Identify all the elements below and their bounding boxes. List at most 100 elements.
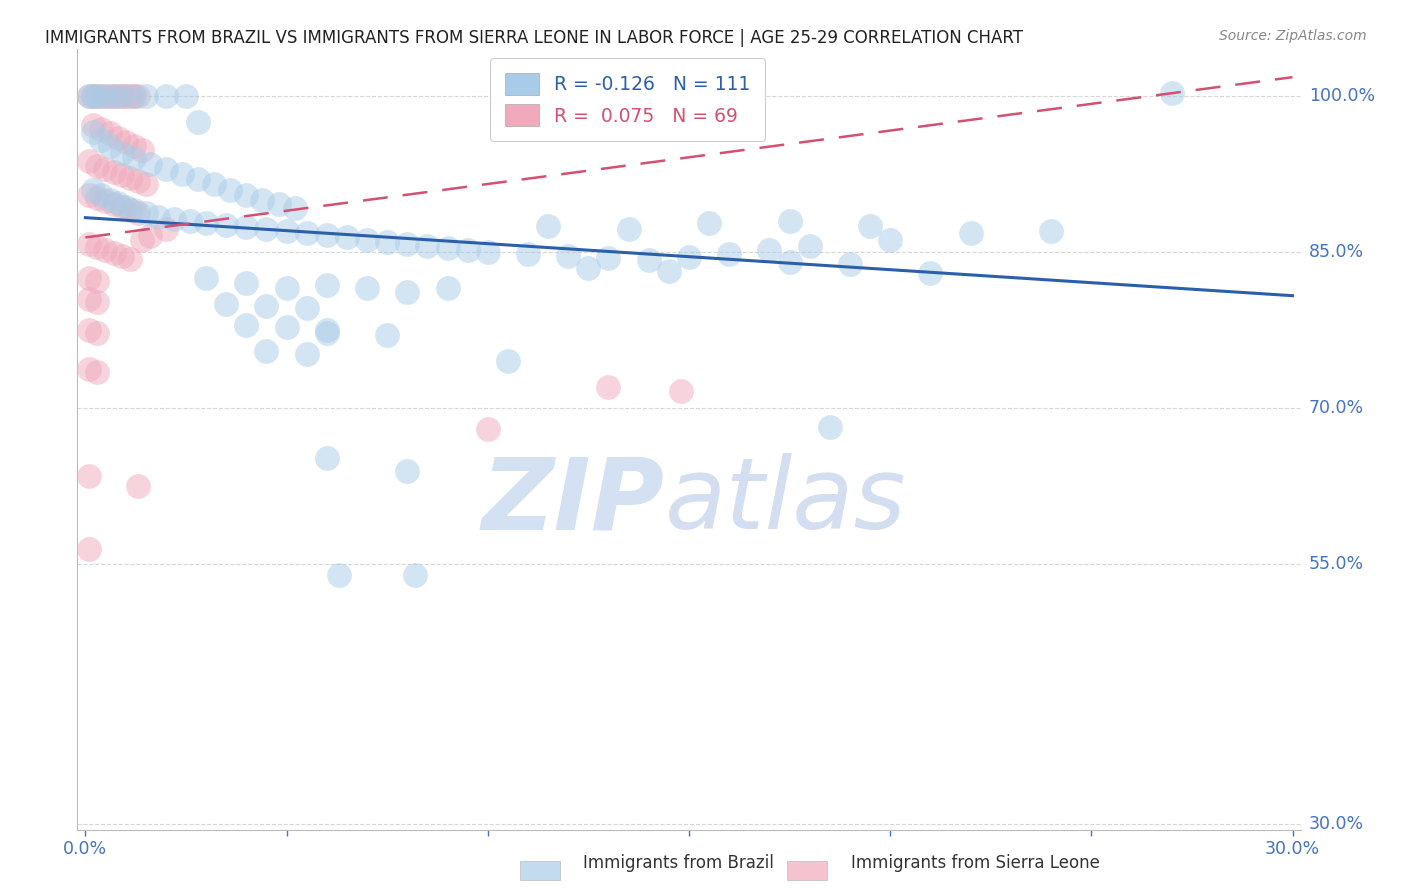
Point — [103, 165, 125, 179]
Point — [838, 258, 860, 272]
Point — [79, 271, 101, 285]
Point — [779, 255, 801, 269]
Point — [155, 89, 177, 103]
Point — [122, 89, 145, 103]
Point — [79, 541, 101, 556]
Point — [195, 216, 218, 230]
Text: Source: ZipAtlas.com: Source: ZipAtlas.com — [1219, 29, 1367, 43]
Text: 30.0%: 30.0% — [1309, 815, 1364, 833]
Point — [879, 233, 901, 247]
Point — [219, 183, 242, 197]
Point — [118, 203, 141, 218]
Point — [118, 252, 141, 267]
Point — [90, 133, 112, 147]
Point — [94, 89, 117, 103]
Point — [90, 122, 112, 136]
Point — [94, 161, 117, 176]
Point — [98, 89, 121, 103]
Point — [174, 89, 197, 103]
Point — [457, 243, 479, 257]
Point — [110, 89, 132, 103]
Point — [678, 250, 700, 264]
Point — [146, 210, 169, 224]
Point — [818, 420, 841, 434]
Point — [127, 89, 149, 103]
Text: 55.0%: 55.0% — [1309, 555, 1364, 574]
Point — [477, 422, 499, 436]
Point — [103, 89, 125, 103]
Text: ZIP: ZIP — [481, 453, 665, 550]
Point — [959, 227, 981, 241]
Point — [79, 361, 101, 376]
Point — [118, 171, 141, 186]
Point — [799, 239, 821, 253]
Point — [155, 222, 177, 236]
Point — [396, 285, 419, 299]
Point — [131, 143, 153, 157]
Point — [79, 323, 101, 337]
Point — [235, 318, 257, 332]
Point — [779, 214, 801, 228]
Point — [127, 174, 149, 188]
Point — [637, 253, 659, 268]
Point — [202, 178, 225, 192]
Point — [295, 227, 318, 241]
Point — [79, 154, 101, 169]
Point — [315, 451, 337, 466]
Point — [404, 567, 426, 582]
Point — [82, 183, 104, 197]
Point — [1040, 224, 1063, 238]
Point — [537, 219, 560, 233]
Point — [110, 89, 132, 103]
Point — [103, 89, 125, 103]
Point — [758, 243, 780, 257]
Point — [920, 266, 942, 280]
Point — [235, 187, 257, 202]
Point — [718, 247, 741, 261]
Point — [315, 326, 337, 341]
Text: IMMIGRANTS FROM BRAZIL VS IMMIGRANTS FROM SIERRA LEONE IN LABOR FORCE | AGE 25-2: IMMIGRANTS FROM BRAZIL VS IMMIGRANTS FRO… — [45, 29, 1024, 46]
Point — [697, 216, 720, 230]
Point — [295, 347, 318, 361]
Point — [598, 252, 620, 266]
Point — [170, 167, 193, 181]
Point — [79, 292, 101, 306]
Point — [98, 127, 121, 141]
Point — [139, 156, 162, 170]
Text: 100.0%: 100.0% — [1309, 87, 1375, 105]
Point — [82, 89, 104, 103]
Point — [315, 323, 337, 337]
Point — [86, 326, 108, 341]
Point — [79, 89, 101, 103]
Point — [79, 236, 101, 251]
Point — [114, 135, 136, 149]
Point — [114, 89, 136, 103]
Point — [1160, 86, 1182, 100]
Point — [496, 354, 519, 368]
Text: 70.0%: 70.0% — [1309, 399, 1364, 417]
Text: Immigrants from Sierra Leone: Immigrants from Sierra Leone — [851, 855, 1099, 872]
Point — [658, 264, 681, 278]
Point — [98, 139, 121, 153]
Point — [86, 240, 108, 254]
Point — [86, 191, 108, 205]
Point — [215, 218, 238, 232]
Point — [135, 206, 157, 220]
Point — [103, 197, 125, 211]
Point — [155, 161, 177, 176]
Point — [118, 89, 141, 103]
Point — [295, 301, 318, 316]
Point — [127, 479, 149, 493]
Point — [94, 243, 117, 257]
Point — [315, 278, 337, 293]
Point — [356, 233, 378, 247]
Point — [436, 281, 458, 295]
Point — [284, 202, 307, 216]
Point — [107, 89, 129, 103]
Point — [79, 187, 101, 202]
Point — [276, 281, 298, 295]
Point — [86, 274, 108, 288]
Point — [127, 206, 149, 220]
Point — [107, 130, 129, 145]
Point — [110, 146, 132, 161]
